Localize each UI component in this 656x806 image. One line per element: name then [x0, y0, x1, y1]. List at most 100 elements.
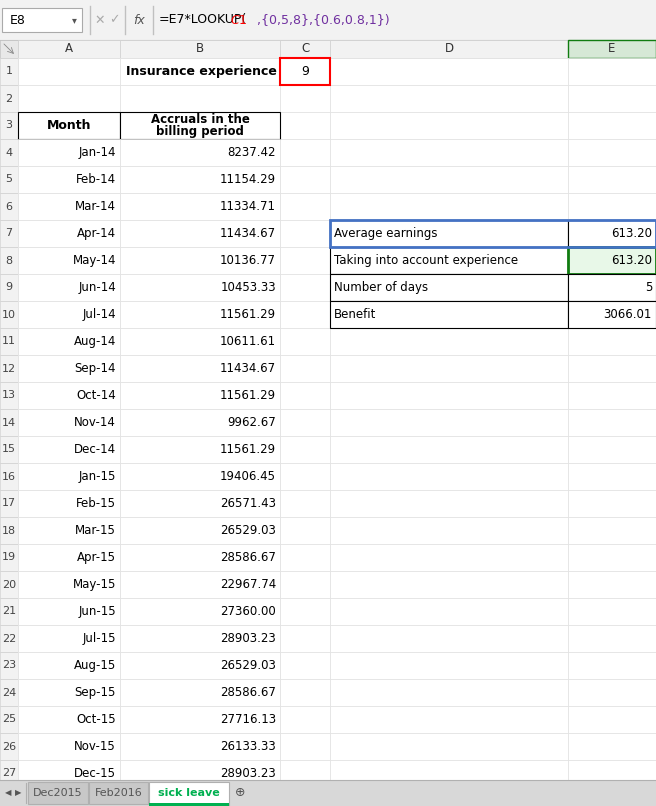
Text: 23: 23 — [2, 660, 16, 671]
Bar — [120, 409, 280, 436]
Bar — [568, 625, 656, 652]
Bar — [568, 652, 656, 679]
Text: Oct-14: Oct-14 — [76, 389, 116, 402]
Bar — [120, 166, 280, 193]
Bar — [280, 625, 330, 652]
Bar — [330, 571, 568, 598]
Text: 12: 12 — [2, 364, 16, 373]
Text: May-14: May-14 — [73, 254, 116, 267]
Text: 8237.42: 8237.42 — [228, 146, 276, 159]
Text: 19406.45: 19406.45 — [220, 470, 276, 483]
Bar — [330, 301, 568, 328]
Bar — [18, 328, 120, 355]
Bar — [0, 274, 18, 301]
Bar — [18, 733, 120, 760]
Bar — [280, 139, 330, 166]
Bar — [120, 544, 280, 571]
Bar — [120, 436, 280, 463]
Text: 447636.95: 447636.95 — [202, 794, 276, 806]
Bar — [18, 220, 120, 247]
Bar — [120, 787, 280, 806]
Bar — [330, 58, 568, 85]
Bar — [568, 463, 656, 490]
Bar — [280, 787, 330, 806]
Bar — [18, 355, 120, 382]
Bar — [0, 544, 18, 571]
Bar — [120, 706, 280, 733]
Bar — [0, 166, 18, 193]
Text: 10136.77: 10136.77 — [220, 254, 276, 267]
Text: 6: 6 — [5, 202, 12, 211]
Text: Accruals in the: Accruals in the — [151, 113, 249, 126]
Bar — [568, 355, 656, 382]
Bar — [18, 139, 120, 166]
Bar — [18, 328, 120, 355]
Bar — [0, 139, 18, 166]
Text: sick leave: sick leave — [158, 788, 220, 798]
Text: 11334.71: 11334.71 — [220, 200, 276, 213]
Bar — [120, 193, 280, 220]
Bar — [330, 328, 568, 355]
Bar — [568, 220, 656, 247]
Bar — [330, 274, 568, 301]
Bar — [18, 40, 120, 58]
Bar — [18, 112, 120, 139]
Text: Insurance experience: Insurance experience — [126, 65, 277, 78]
Bar — [18, 625, 120, 652]
Bar — [330, 220, 656, 247]
Bar — [0, 0, 656, 40]
Text: 26133.33: 26133.33 — [220, 740, 276, 753]
Bar — [120, 652, 280, 679]
Bar — [120, 409, 280, 436]
Text: 27: 27 — [2, 768, 16, 779]
Text: fx: fx — [133, 14, 145, 27]
Bar — [18, 409, 120, 436]
Bar — [280, 58, 330, 85]
Text: C: C — [301, 43, 309, 56]
Bar — [330, 490, 568, 517]
Bar — [18, 301, 120, 328]
Bar — [18, 598, 120, 625]
Bar — [18, 409, 120, 436]
Bar — [280, 220, 330, 247]
Text: Oct-15: Oct-15 — [76, 713, 116, 726]
Bar — [120, 517, 280, 544]
Bar — [120, 112, 280, 139]
Bar — [280, 733, 330, 760]
Bar — [120, 166, 280, 193]
Bar — [0, 571, 18, 598]
Bar — [18, 490, 120, 517]
Bar — [0, 247, 18, 274]
Text: ▶: ▶ — [14, 788, 21, 797]
Bar — [18, 760, 120, 787]
Text: 10611.61: 10611.61 — [220, 335, 276, 348]
Bar — [120, 571, 280, 598]
Bar — [280, 85, 330, 112]
Bar — [0, 382, 18, 409]
Bar — [120, 517, 280, 544]
Bar — [18, 436, 120, 463]
Text: 28586.67: 28586.67 — [220, 551, 276, 564]
Text: Mar-15: Mar-15 — [75, 524, 116, 537]
Bar — [120, 598, 280, 625]
Text: Number of days: Number of days — [334, 281, 428, 294]
Bar — [568, 193, 656, 220]
Text: D: D — [444, 43, 453, 56]
Text: B: B — [196, 43, 204, 56]
Bar — [18, 706, 120, 733]
Bar — [568, 436, 656, 463]
Bar — [280, 409, 330, 436]
Bar — [0, 328, 18, 355]
Text: 20: 20 — [2, 580, 16, 589]
Bar — [330, 787, 568, 806]
Bar — [280, 436, 330, 463]
Text: 17: 17 — [2, 498, 16, 509]
Bar — [330, 706, 568, 733]
Bar — [330, 139, 568, 166]
Bar — [18, 652, 120, 679]
Bar — [568, 301, 656, 328]
Text: Nov-14: Nov-14 — [74, 416, 116, 429]
Bar — [280, 328, 330, 355]
Bar — [0, 301, 18, 328]
Bar — [120, 490, 280, 517]
